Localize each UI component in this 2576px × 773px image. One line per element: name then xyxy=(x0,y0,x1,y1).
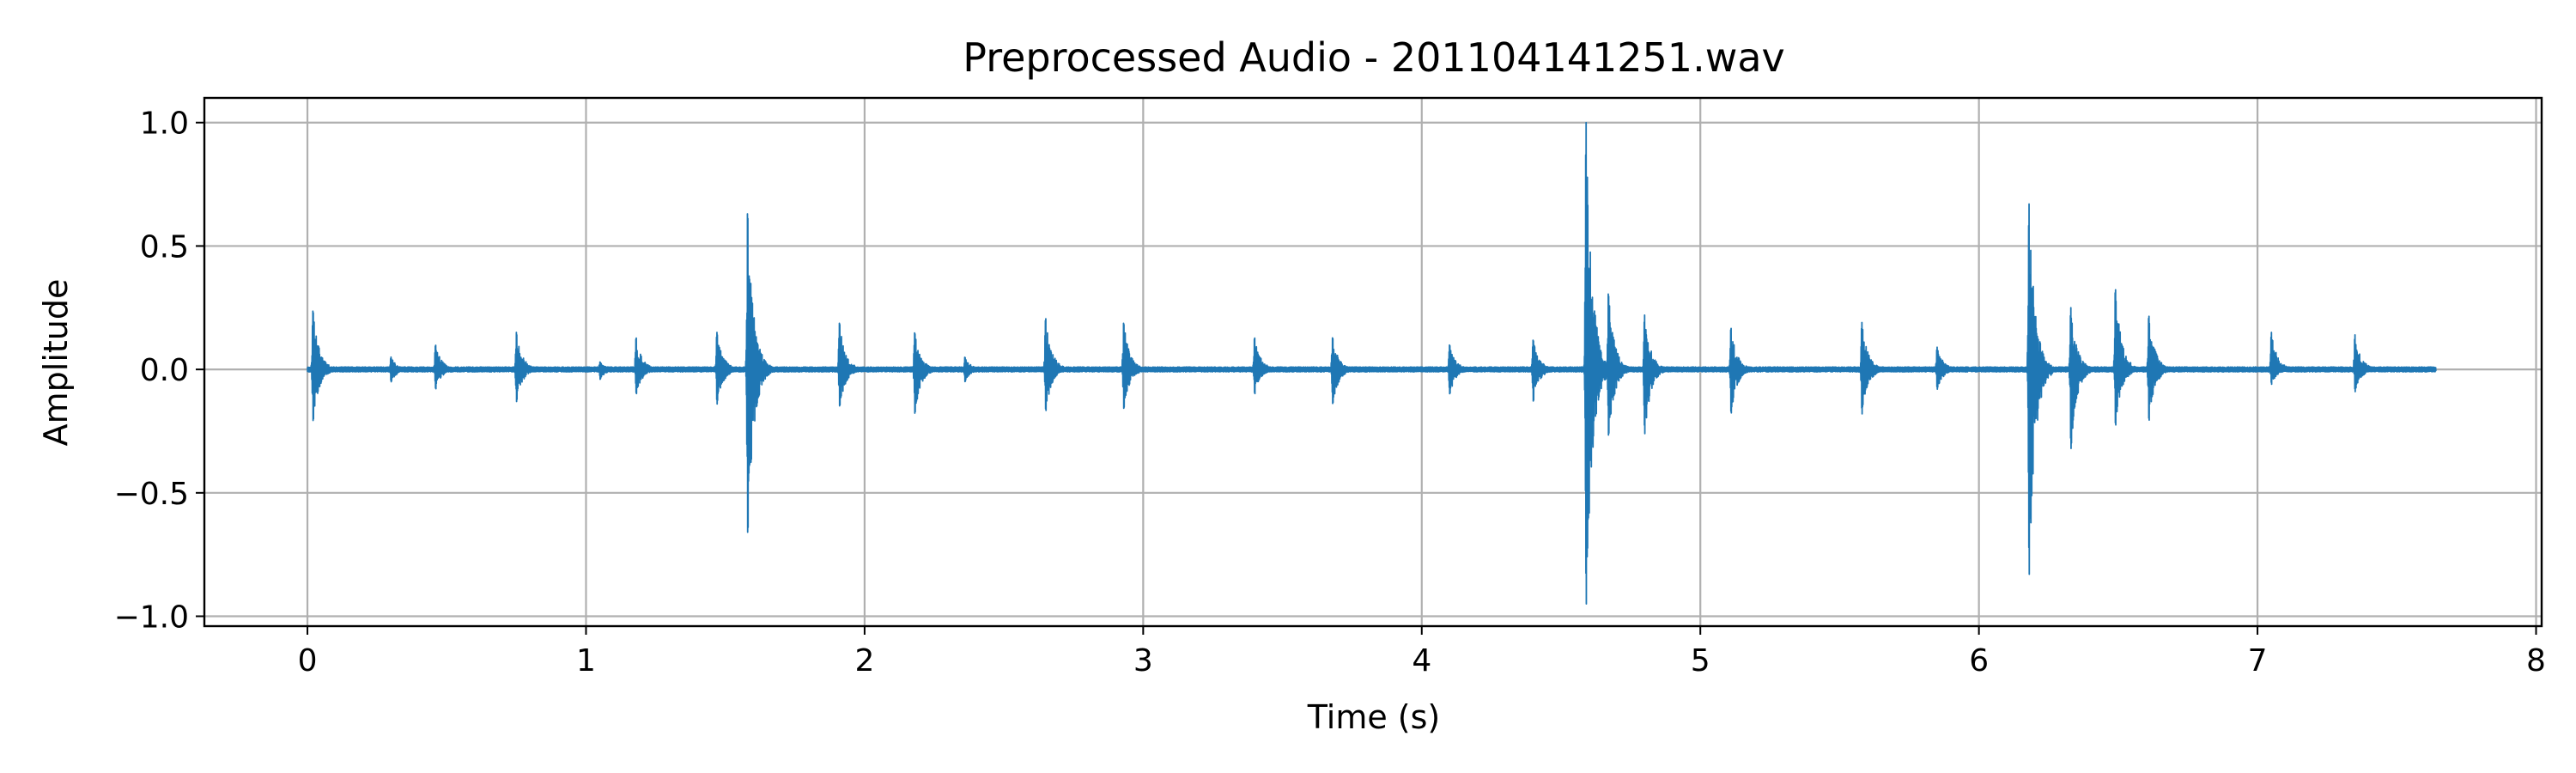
x-tick-label: 3 xyxy=(1133,643,1153,679)
plot-area-frame xyxy=(203,96,2543,628)
x-tick-label: 0 xyxy=(298,643,318,679)
x-tick-label: 4 xyxy=(1412,643,1431,679)
x-tick-label: 2 xyxy=(854,643,874,679)
y-axis-ticks: 1.0 0.5 0.0 −0.5 −1.0 xyxy=(114,107,204,636)
y-tick-label: −1.0 xyxy=(114,600,189,636)
y-tick-label: 1.0 xyxy=(140,107,189,142)
x-tick-label: 5 xyxy=(1691,643,1710,679)
x-axis-ticks: 0 1 2 3 4 5 6 7 8 xyxy=(298,626,2546,679)
y-tick-label: 0.0 xyxy=(140,353,189,388)
x-tick-label: 7 xyxy=(2248,643,2268,679)
x-axis-label: Time (s) xyxy=(1307,698,1441,736)
y-axis-label: Amplitude xyxy=(37,279,75,447)
waveform-line xyxy=(307,121,2437,606)
waveform-series xyxy=(307,121,2437,606)
chart-title: Preprocessed Audio - 201104141251.wav xyxy=(963,34,1784,81)
x-tick-label: 1 xyxy=(576,643,596,679)
x-tick-label: 6 xyxy=(1969,643,1989,679)
x-tick-label: 8 xyxy=(2526,643,2546,679)
y-tick-label: −0.5 xyxy=(114,477,189,512)
y-tick-label: 0.5 xyxy=(140,229,189,265)
